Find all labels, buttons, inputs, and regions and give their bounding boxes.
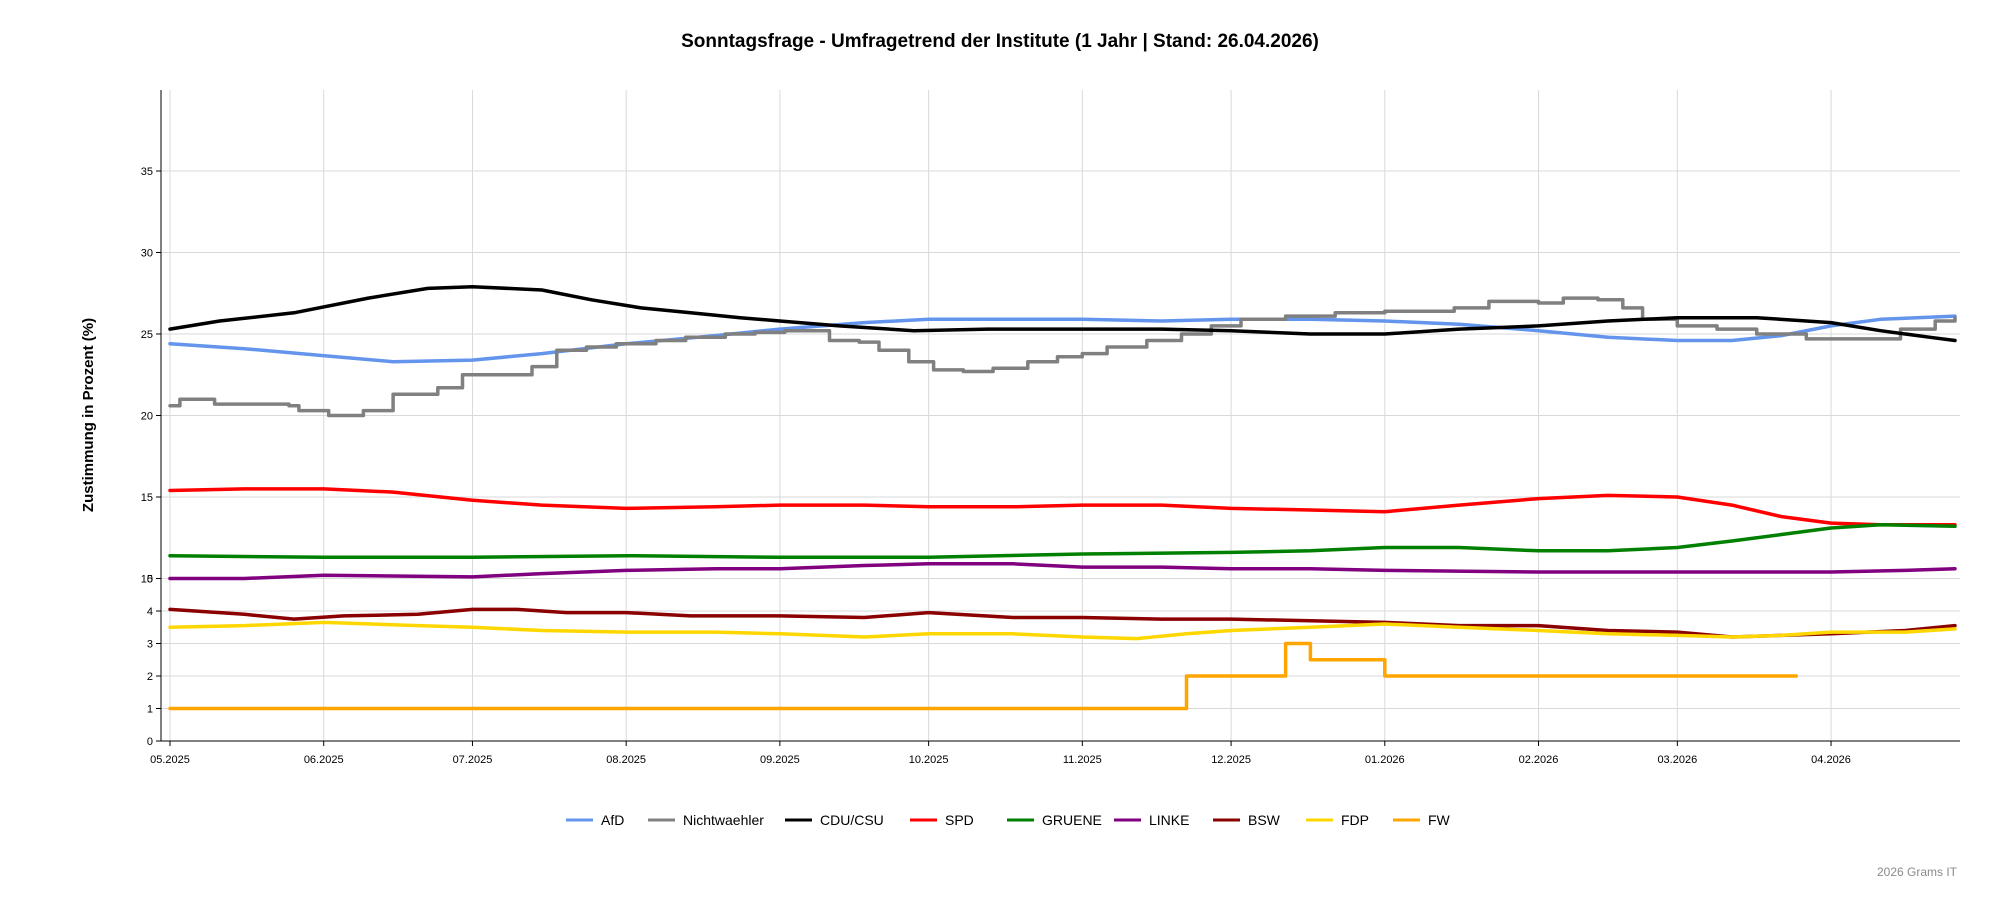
x-tick-label: 04.2026 (1811, 754, 1851, 766)
x-tick-label: 03.2026 (1657, 754, 1697, 766)
x-tick-label: 02.2026 (1519, 754, 1559, 766)
legend-item-gruene[interactable]: GRUENE (1007, 812, 1102, 828)
legend-label: FDP (1341, 812, 1369, 828)
series-line-linke (168, 562, 1957, 581)
legend-item-bsw[interactable]: BSW (1213, 812, 1281, 828)
legend-label: CDU/CSU (820, 812, 884, 828)
series-line-fdp (168, 620, 1957, 641)
series-line-bsw (168, 607, 1957, 639)
legend-item-linke[interactable]: LINKE (1114, 812, 1189, 828)
legend-label: AfD (601, 812, 624, 828)
series-line-cdu-csu (168, 284, 1957, 343)
y-axis-label: Zustimmung in Prozent (%) (80, 318, 97, 512)
x-tick-label: 08.2025 (606, 754, 646, 766)
axes: 0 1 2 3 4 510 15 20 25 30 35 05.2025 06.2025 07.2025 0… (141, 90, 1960, 766)
series-line-afd (168, 314, 1957, 364)
legend-label: Nichtwaehler (683, 812, 764, 828)
legend-item-fdp[interactable]: FDP (1306, 812, 1369, 828)
y-tick-label: 5 (147, 574, 153, 586)
legend-label: GRUENE (1042, 812, 1102, 828)
legend-item-cdu-csu[interactable]: CDU/CSU (785, 812, 884, 828)
legend-item-spd[interactable]: SPD (910, 812, 974, 828)
legend-item-nichtwaehler[interactable]: Nichtwaehler (648, 812, 764, 828)
chart-title: Sonntagsfrage - Umfragetrend der Institu… (681, 31, 1319, 52)
x-tick-label: 07.2025 (453, 754, 493, 766)
x-tick-label: 12.2025 (1211, 754, 1251, 766)
legend-item-afd[interactable]: AfD (566, 812, 624, 828)
y-tick-label: 0 (147, 736, 153, 748)
y-tick-label: 3 (147, 639, 153, 651)
x-tick-label: 09.2025 (760, 754, 800, 766)
legend[interactable]: AfD Nichtwaehler CDU/CSU SPD GRUENE LINKE BSW F… (566, 812, 1451, 828)
y-tick-label: 15 (141, 492, 153, 504)
y-tick-label: 35 (141, 166, 153, 178)
legend-label: SPD (945, 812, 974, 828)
y-tick-label: 1 (147, 704, 153, 716)
x-tick-label: 10.2025 (909, 754, 949, 766)
x-tick-label: 06.2025 (304, 754, 344, 766)
series-line-gruene (168, 522, 1957, 560)
y-tick-label: 20 (141, 411, 153, 423)
legend-label: FW (1428, 812, 1451, 828)
chart-credit: 2026 Grams IT (1877, 865, 1958, 879)
x-tick-label: 01.2026 (1365, 754, 1405, 766)
y-tick-label: 4 (147, 606, 153, 618)
x-tick-label: 11.2025 (1063, 754, 1102, 766)
series-lines (168, 284, 1957, 711)
y-tick-label: 30 (141, 248, 153, 260)
y-tick-label: 10 (141, 574, 153, 586)
y-tick-label: 2 (147, 671, 153, 683)
x-tick-label: 05.2025 (150, 754, 190, 766)
legend-label: BSW (1248, 812, 1281, 828)
grid-lines (161, 90, 1960, 742)
legend-item-fw[interactable]: FW (1393, 812, 1451, 828)
series-line-spd (168, 487, 1957, 527)
legend-label: LINKE (1149, 812, 1189, 828)
series-line-fw (168, 641, 1799, 711)
y-tick-label: 25 (141, 329, 153, 341)
series-line-nichtwaehler (168, 296, 1957, 418)
